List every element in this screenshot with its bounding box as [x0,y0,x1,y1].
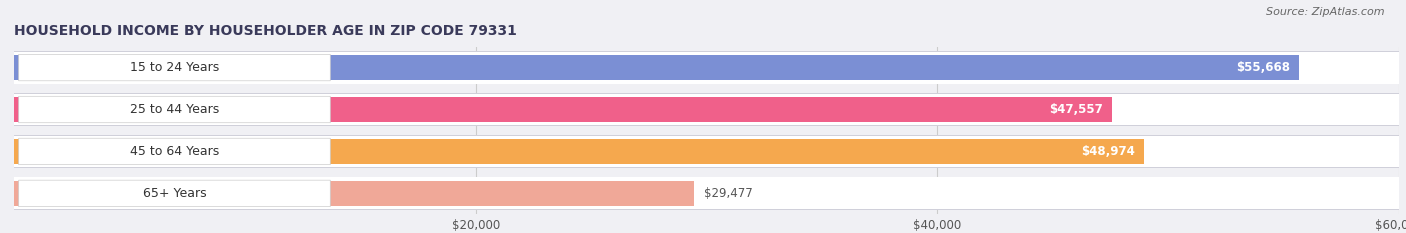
Bar [14,136,1399,167]
Bar [14,51,1399,84]
Bar [14,135,1399,168]
Bar [14,139,1144,164]
Bar [14,97,1112,122]
Bar [14,181,695,206]
Text: 65+ Years: 65+ Years [142,187,207,200]
Bar [14,178,1399,209]
Text: 15 to 24 Years: 15 to 24 Years [129,61,219,74]
Text: $48,974: $48,974 [1081,145,1135,158]
FancyBboxPatch shape [18,96,330,123]
Bar [14,55,1299,80]
FancyBboxPatch shape [18,54,330,81]
Bar [14,52,1399,83]
Text: 25 to 44 Years: 25 to 44 Years [129,103,219,116]
FancyBboxPatch shape [18,138,330,165]
Text: $55,668: $55,668 [1236,61,1289,74]
Text: Source: ZipAtlas.com: Source: ZipAtlas.com [1267,7,1385,17]
Text: $47,557: $47,557 [1049,103,1102,116]
Bar [14,177,1399,210]
Text: HOUSEHOLD INCOME BY HOUSEHOLDER AGE IN ZIP CODE 79331: HOUSEHOLD INCOME BY HOUSEHOLDER AGE IN Z… [14,24,517,38]
Bar [14,94,1399,125]
Bar [14,93,1399,126]
Text: $29,477: $29,477 [703,187,752,200]
FancyBboxPatch shape [18,180,330,207]
Text: 45 to 64 Years: 45 to 64 Years [129,145,219,158]
